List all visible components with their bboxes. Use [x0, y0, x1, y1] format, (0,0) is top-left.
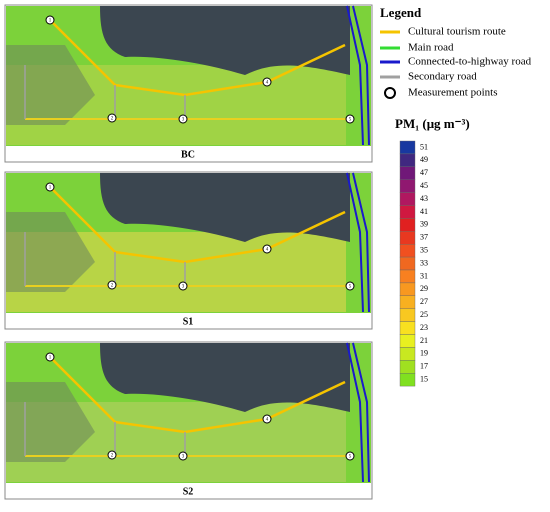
colorbar-tick-label: 27	[420, 297, 428, 306]
measurement-point-label: 2	[111, 117, 114, 122]
measurement-point	[45, 182, 55, 192]
colorbar-segment	[399, 256, 416, 271]
colorbar-segment	[399, 153, 416, 167]
measurement-point-label: 4	[266, 81, 269, 86]
legend-label: Main road	[408, 42, 454, 54]
colorbar-segment	[399, 269, 416, 284]
colorbar-segment	[399, 205, 416, 219]
measurement-point	[107, 450, 117, 460]
measurement-point-label: 3	[182, 118, 185, 123]
measurement-point	[262, 244, 272, 254]
colorbar-segment	[399, 192, 416, 206]
measurement-point-label: 1	[49, 356, 52, 361]
district	[6, 212, 95, 292]
highway-road	[346, 172, 370, 313]
measurement-point	[107, 280, 117, 290]
legend-title: Legend	[380, 5, 422, 20]
colorbar-tick-label: 51	[420, 142, 428, 151]
colorbar-segment	[399, 218, 416, 232]
legend-label: Measurement points	[408, 87, 498, 99]
measurement-point-label: 4	[266, 248, 269, 253]
colorbar-tick-label: 19	[420, 349, 428, 358]
water	[100, 6, 350, 75]
colorbar-segment	[399, 347, 416, 361]
colorbar-segment	[399, 140, 416, 155]
colorbar-segment	[399, 308, 416, 322]
colorbar-segment	[399, 179, 416, 193]
measurement-point-label: 2	[111, 454, 114, 459]
colorbar-segment	[399, 231, 416, 245]
highway-road	[346, 342, 370, 483]
colorbar-tick-label: 35	[420, 245, 428, 254]
colorbar-tick-label: 15	[420, 374, 428, 383]
colorbar-segment	[399, 321, 416, 335]
measurement-point-label: 5	[349, 455, 352, 460]
measurement-point-label: 4	[266, 418, 269, 423]
colorbar-tick-label: 23	[420, 323, 428, 332]
measurement-point-label: 1	[49, 19, 52, 24]
map-panel: 1 2 3 4 5 BC	[4, 4, 373, 163]
measurement-point-label: 3	[182, 285, 185, 290]
measurement-point-label: 3	[182, 455, 185, 460]
colorbar-tick-label: 39	[420, 220, 428, 229]
measurement-point	[262, 414, 272, 424]
measurement-point-label: 5	[349, 118, 352, 123]
colorbar-tick-label: 49	[420, 155, 428, 164]
colorbar-tick-label: 37	[420, 233, 428, 242]
legend-swatch	[384, 87, 396, 99]
colorbar-segment	[399, 282, 416, 296]
measurement-point-label: 5	[349, 285, 352, 290]
measurement-point-label: 2	[111, 284, 114, 289]
colorbar-segment	[399, 166, 416, 180]
colorbar-tick-label: 33	[420, 258, 428, 267]
colorbar-segment	[399, 373, 416, 387]
colorbar-segment	[399, 360, 416, 374]
measurement-point	[178, 114, 188, 124]
district	[6, 382, 95, 462]
colorbar-tick-label: 29	[420, 284, 428, 293]
measurement-point	[107, 113, 117, 123]
legend-label: Connected-to-highway road	[408, 56, 532, 68]
colorbar-tick-label: 25	[420, 310, 428, 319]
panel-label: S2	[183, 486, 194, 497]
legend-label: Cultural tourism route	[408, 26, 506, 38]
panel-label: S1	[183, 316, 194, 327]
legend-label: Secondary road	[408, 71, 477, 83]
measurement-point-label: 1	[49, 186, 52, 191]
measurement-point	[178, 281, 188, 291]
measurement-point	[262, 77, 272, 87]
colorbar-tick-label: 31	[420, 271, 428, 280]
colorbar-segment	[399, 334, 416, 348]
water	[100, 173, 350, 242]
measurement-point	[178, 451, 188, 461]
colorbar-tick-label: 47	[420, 168, 428, 177]
colorbar-tick-label: 45	[420, 181, 428, 190]
panel-label: BC	[181, 149, 195, 160]
colorbar-segment	[399, 243, 416, 258]
water	[100, 343, 350, 412]
measurement-point	[45, 15, 55, 25]
colorbar-tick-label: 21	[420, 336, 428, 345]
measurement-point	[45, 352, 55, 362]
colorbar-tick-label: 17	[420, 362, 428, 371]
measurement-point	[345, 114, 355, 124]
highway-road	[346, 5, 370, 146]
district	[6, 45, 95, 125]
colorbar-title: PM₁ (μg m⁻³)	[395, 116, 470, 131]
colorbar-segment	[399, 295, 416, 309]
map-panel: 1 2 3 4 5 S1	[4, 171, 373, 330]
map-panel: 1 2 3 4 5 S2	[4, 341, 373, 500]
measurement-point	[345, 451, 355, 461]
measurement-point	[345, 281, 355, 291]
colorbar-tick-label: 43	[420, 194, 428, 203]
colorbar-tick-label: 41	[420, 207, 428, 216]
